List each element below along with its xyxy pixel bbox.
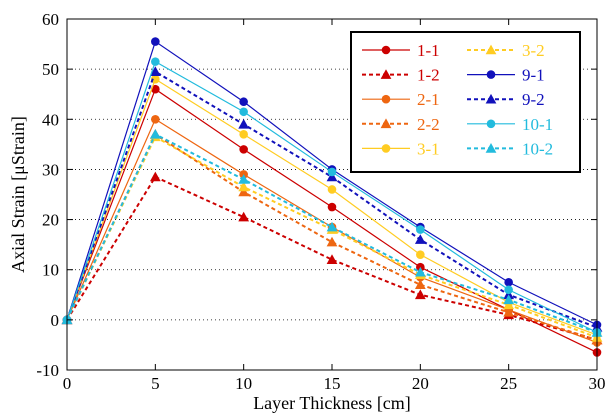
data-point: [326, 221, 338, 232]
y-tick-label: 20: [42, 211, 59, 230]
data-point: [414, 266, 426, 277]
data-point: [239, 107, 248, 117]
data-point: [149, 66, 161, 76]
data-point: [327, 167, 337, 177]
y-axis-title: Axial Strain [μStrain]: [8, 116, 28, 273]
data-point: [238, 181, 250, 192]
data-point: [503, 294, 515, 305]
data-point: [416, 225, 425, 234]
legend-item-9-2: 9-2: [467, 90, 545, 109]
legend-item-1-2: 1-2: [362, 66, 440, 85]
data-point: [503, 299, 515, 310]
data-point: [151, 84, 160, 94]
y-tick-label: -10: [36, 361, 59, 380]
data-point: [238, 174, 250, 184]
data-point: [151, 74, 160, 84]
legend-label: 3-2: [522, 41, 545, 60]
legend-swatch-marker: [485, 93, 497, 104]
y-tick-label: 10: [42, 261, 59, 280]
data-point: [151, 37, 160, 46]
x-tick-label: 0: [63, 374, 72, 393]
x-axis-title: Layer Thickness [cm]: [253, 393, 411, 413]
legend-item-2-1: 2-1: [362, 90, 440, 109]
data-point: [327, 202, 337, 212]
legend-swatch-marker: [485, 143, 497, 153]
legend-item-9-1: 9-1: [467, 66, 545, 85]
legend-swatch-marker: [381, 45, 391, 55]
data-point: [149, 171, 161, 182]
series-layer: [61, 37, 603, 357]
legend-label: 3-1: [417, 139, 440, 158]
x-tick-label: 10: [235, 374, 252, 393]
legend-item-3-2: 3-2: [467, 41, 545, 60]
x-tick-label: 15: [324, 374, 341, 393]
legend-label: 10-2: [522, 139, 553, 158]
data-point: [149, 128, 161, 139]
data-point: [416, 250, 425, 259]
y-tick-label: 60: [42, 10, 59, 29]
legend-swatch-marker: [486, 70, 496, 79]
legend-label: 9-1: [522, 66, 545, 85]
legend-label: 2-1: [417, 90, 440, 109]
legend-swatch-marker: [380, 118, 392, 129]
data-point: [414, 289, 426, 300]
data-point: [414, 234, 426, 244]
data-point: [151, 114, 160, 124]
data-point: [239, 145, 248, 154]
data-point: [326, 236, 338, 247]
x-tick-label: 5: [151, 374, 160, 393]
data-point: [326, 254, 338, 264]
legend-label: 1-2: [417, 66, 440, 85]
data-point: [238, 118, 250, 129]
data-point: [238, 211, 250, 222]
legend-label: 10-1: [522, 115, 553, 134]
data-point: [151, 57, 160, 66]
legend-item-1-1: 1-1: [362, 41, 440, 60]
legend: 1-1 1-2 2-1 2-2 3-1 3-2 9-1 9-2 10-1 10-2: [350, 31, 581, 173]
data-point: [327, 185, 337, 194]
x-tick-label: 25: [500, 374, 517, 393]
x-tick-label: 30: [589, 374, 606, 393]
data-point: [326, 171, 338, 182]
legend-item-2-2: 2-2: [362, 115, 440, 134]
data-point: [414, 279, 426, 290]
legend-label: 1-1: [417, 41, 440, 60]
legend-item-10-1: 10-1: [467, 115, 553, 134]
y-tick-label: 30: [42, 160, 59, 179]
legend-item-3-1: 3-1: [362, 139, 440, 158]
legend-item-10-2: 10-2: [467, 139, 553, 158]
x-tick-label: 20: [412, 374, 429, 393]
data-point: [239, 97, 248, 107]
y-tick-label: 40: [42, 110, 59, 129]
series-1-2: [61, 171, 603, 345]
legend-swatch-marker: [380, 69, 392, 79]
data-point: [503, 306, 515, 317]
legend-label: 2-2: [417, 115, 440, 134]
legend-swatch-marker: [485, 44, 497, 55]
y-tick-label: 0: [51, 311, 60, 330]
legend-swatch-marker: [486, 119, 496, 129]
data-point: [503, 289, 515, 300]
data-point: [504, 285, 513, 295]
legend-swatch-marker: [381, 94, 391, 104]
legend-label: 9-2: [522, 90, 545, 109]
data-point: [504, 277, 513, 287]
legend-swatch-marker: [381, 144, 391, 153]
data-point: [238, 186, 250, 197]
y-tick-label: 50: [42, 60, 59, 79]
data-point: [239, 130, 248, 139]
